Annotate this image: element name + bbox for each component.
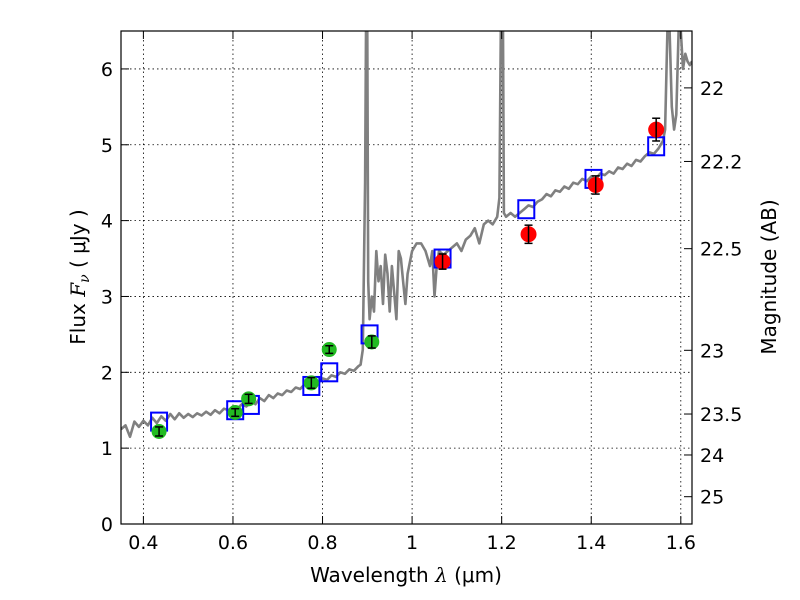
x-tick-label: 1.4 bbox=[576, 532, 606, 554]
x-tick-label: 1.6 bbox=[666, 532, 696, 554]
x-axis-title: Wavelength λ (μm) bbox=[310, 563, 502, 587]
y-tick-label: 3 bbox=[101, 286, 113, 308]
y-axis-title-suffix: ( μJy ) bbox=[66, 209, 90, 274]
model-boxes-layer bbox=[150, 136, 666, 432]
x-axis-title-symbol: λ bbox=[434, 563, 448, 587]
model-box-marker bbox=[320, 362, 339, 383]
photometry-points-layer bbox=[151, 117, 665, 439]
x-axis-title-suffix: (μm) bbox=[448, 563, 502, 587]
model-box-marker bbox=[517, 199, 536, 220]
y-axis-ticks: 0 1 2 3 4 5 6 bbox=[101, 59, 129, 536]
right-tick-label: 23.5 bbox=[700, 404, 742, 426]
right-tick-label: 22.5 bbox=[700, 239, 742, 261]
right-tick-label: 23 bbox=[700, 340, 724, 362]
right-tick-label: 22 bbox=[700, 78, 724, 100]
y-tick-label: 0 bbox=[101, 514, 113, 536]
y-tick-label: 5 bbox=[101, 135, 113, 157]
y-axis-title-subscript: ν bbox=[77, 274, 93, 283]
y-tick-label: 6 bbox=[101, 59, 113, 81]
right-tick-label: 24 bbox=[700, 445, 724, 467]
right-tick-label: 25 bbox=[700, 487, 724, 509]
right-axis-ticks: 22 22.2 22.5 23 23.5 24 25 bbox=[684, 78, 742, 509]
x-axis-ticks: 0.4 0.6 0.8 1 1.2 1.4 1.6 bbox=[128, 31, 696, 554]
x-axis-title-prefix: Wavelength bbox=[310, 563, 435, 587]
spectrum-line bbox=[121, 31, 692, 439]
grid-lines bbox=[121, 31, 692, 525]
y-tick-label: 1 bbox=[101, 438, 113, 460]
y-tick-label: 2 bbox=[101, 362, 113, 384]
x-tick-label: 0.6 bbox=[218, 532, 248, 554]
right-tick-label: 22.2 bbox=[700, 151, 742, 173]
x-tick-label: 0.4 bbox=[128, 532, 158, 554]
x-tick-label: 1.2 bbox=[487, 532, 517, 554]
y-axis-title-prefix: Flux bbox=[66, 297, 90, 345]
x-tick-label: 0.8 bbox=[307, 532, 337, 554]
plot-frame bbox=[120, 30, 693, 525]
right-axis-title: Magnitude (AB) bbox=[757, 199, 781, 354]
y-axis-title: Flux Fν ( μJy ) bbox=[66, 209, 93, 344]
y-axis-title-symbol: F bbox=[66, 282, 90, 298]
y-tick-label: 4 bbox=[101, 211, 113, 233]
x-tick-label: 1 bbox=[406, 532, 418, 554]
spectrum-layer bbox=[121, 31, 692, 439]
